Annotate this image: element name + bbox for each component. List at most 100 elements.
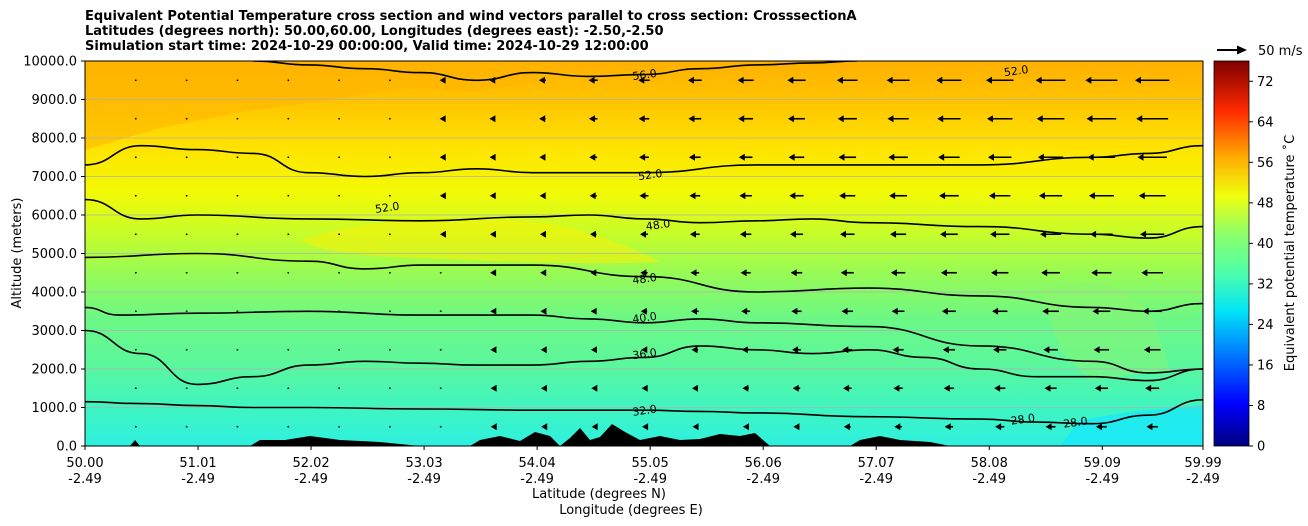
colorbar-ticks: 0 8 16 24 32 40 48 56 64 72 xyxy=(1249,75,1274,455)
wind-vector xyxy=(1136,115,1169,123)
wind-vector xyxy=(886,76,910,84)
contour-label: 52.0 xyxy=(374,200,400,216)
wind-vector xyxy=(185,348,188,351)
wind-vector xyxy=(287,387,290,390)
wind-vector xyxy=(1145,384,1160,392)
wind-vector xyxy=(1137,153,1167,161)
wind-vector xyxy=(1085,76,1118,84)
wind-vector xyxy=(338,233,340,236)
wind-vector xyxy=(490,346,497,354)
y-tick-label: 4000.0 xyxy=(32,286,78,301)
wind-vector xyxy=(439,153,446,161)
terrain xyxy=(85,424,950,446)
wind-vector xyxy=(738,115,754,123)
wind-vector xyxy=(840,230,855,238)
wind-vector xyxy=(588,76,598,84)
wind-vector xyxy=(490,423,497,431)
quiver-key-label: 50 m/s xyxy=(1258,44,1303,59)
wind-vector xyxy=(1041,269,1060,277)
chart-title: Equivalent Potential Temperature cross s… xyxy=(85,9,857,54)
isotherm-36 xyxy=(85,329,1203,386)
wind-vector xyxy=(789,230,803,238)
wind-vector xyxy=(940,269,957,277)
wind-vector xyxy=(691,346,699,354)
wind-vector xyxy=(588,115,598,123)
isotherm-52 xyxy=(85,144,1203,178)
wind-vector xyxy=(994,384,1006,392)
wind-vector xyxy=(740,269,751,277)
wind-vector xyxy=(590,346,597,354)
wind-vector xyxy=(1040,230,1062,238)
y-tick-label: 10000.0 xyxy=(23,55,77,70)
wind-vector xyxy=(134,271,137,274)
wind-vector xyxy=(737,76,754,84)
wind-vector xyxy=(338,79,340,82)
wind-vector xyxy=(1042,307,1059,315)
x-tick-label-lon: -2.49 xyxy=(1085,472,1119,487)
wind-vector xyxy=(134,387,137,390)
colorbar-tick-label: 64 xyxy=(1257,115,1274,130)
wind-vector xyxy=(1134,76,1170,84)
wind-vector xyxy=(389,387,391,390)
wind-vector xyxy=(185,117,188,120)
wind-vector xyxy=(490,307,497,315)
wind-vector xyxy=(589,230,597,238)
yellow-lens xyxy=(300,218,660,264)
wind-vector xyxy=(236,425,239,428)
wind-vector xyxy=(236,348,239,351)
y-tick-label: 9000.0 xyxy=(32,93,78,108)
wind-vector xyxy=(688,153,701,161)
wind-vector xyxy=(490,384,497,392)
wind-vector xyxy=(1141,269,1164,277)
x-tick-label-lon: -2.49 xyxy=(68,472,102,487)
wind-vector xyxy=(1035,76,1066,84)
wind-vector xyxy=(439,310,442,313)
wind-vector xyxy=(742,384,749,392)
wind-vector xyxy=(389,156,391,159)
wind-vector xyxy=(338,387,340,390)
wind-vector xyxy=(894,423,902,431)
colorbar-gradient xyxy=(1214,61,1249,446)
x-tick-label-lat: 59.99 xyxy=(1184,456,1221,471)
y-tick-label: 5000.0 xyxy=(32,247,78,262)
wind-vector xyxy=(439,271,442,274)
x-tick-label-lon: -2.49 xyxy=(633,472,667,487)
wind-vector xyxy=(338,156,340,159)
x-tick-label-lon: -2.49 xyxy=(972,472,1006,487)
wind-vector xyxy=(389,425,391,428)
wind-vector xyxy=(889,192,908,200)
y-tick-label: 1000.0 xyxy=(32,401,78,416)
wind-vector xyxy=(687,76,702,84)
wind-vectors xyxy=(134,76,1170,431)
colorbar-tick-label: 32 xyxy=(1257,277,1274,292)
x-axis: 50.00-2.4951.01-2.4952.02-2.4953.03-2.49… xyxy=(66,446,1222,487)
wind-vector xyxy=(841,307,854,315)
wind-vector xyxy=(439,115,446,123)
wind-vector xyxy=(689,192,701,200)
wind-vector xyxy=(741,307,751,315)
wind-vector xyxy=(134,425,137,428)
y-axis: 0.0 1000.0 2000.0 3000.0 4000.0 5000.0 6000.0 7… xyxy=(23,55,85,455)
wind-vector xyxy=(992,307,1008,315)
colorbar-tick-label: 16 xyxy=(1257,358,1274,373)
wind-vector xyxy=(591,384,598,392)
wind-vector xyxy=(185,387,188,390)
wind-vector xyxy=(185,156,188,159)
contour-label: 52.0 xyxy=(637,167,663,183)
wind-vector xyxy=(236,194,239,197)
wind-vector xyxy=(439,425,442,428)
wind-vector xyxy=(1096,423,1107,431)
wind-vector xyxy=(236,79,239,82)
wind-vector xyxy=(287,117,290,120)
wind-vector xyxy=(840,269,854,277)
wind-vector xyxy=(185,194,188,197)
wind-vector xyxy=(990,230,1010,238)
wind-vector xyxy=(938,153,960,161)
wind-vector xyxy=(389,194,391,197)
x-tick-label-lat: 51.01 xyxy=(179,456,216,471)
wind-vector xyxy=(1143,346,1161,354)
wind-vector xyxy=(389,310,391,313)
wind-vector xyxy=(640,269,648,277)
x-tick-label-lat: 59.09 xyxy=(1084,456,1121,471)
wind-vector xyxy=(539,230,546,238)
